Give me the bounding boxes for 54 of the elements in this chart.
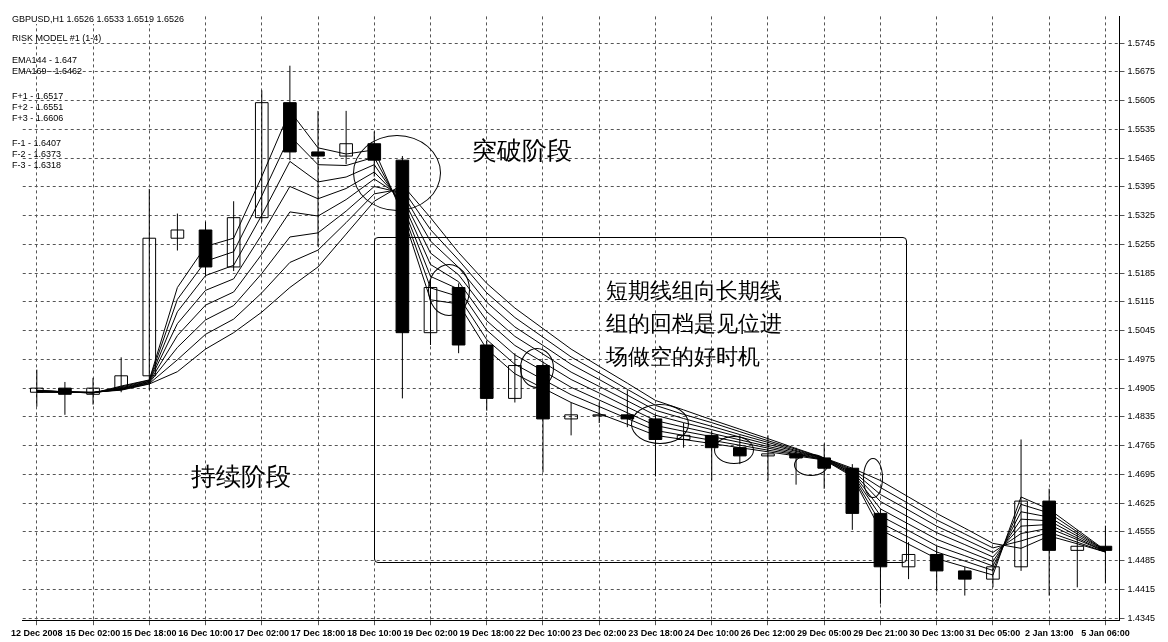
y-tick-label: 1.4345 xyxy=(1127,612,1155,623)
x-tick-label: 19 Dec 18:00 xyxy=(459,628,515,639)
x-tick-label: 18 Dec 10:00 xyxy=(346,628,402,639)
annotation: 持续阶段 xyxy=(191,462,291,492)
y-tick-label: 1.5465 xyxy=(1127,152,1155,163)
y-tick-label: 1.4625 xyxy=(1127,497,1155,508)
annotation: 突破阶段 xyxy=(472,136,572,166)
x-tick-label: 2 Jan 13:00 xyxy=(1024,628,1074,639)
annotation: EMA144 - 1.647 xyxy=(12,55,78,66)
y-tick-label: 1.5745 xyxy=(1127,37,1155,48)
annotation: F+2 - 1.6551 xyxy=(12,102,64,113)
y-tick-label: 1.4975 xyxy=(1127,353,1155,364)
x-tick-label: 17 Dec 02:00 xyxy=(234,628,290,639)
y-tick-label: 1.5115 xyxy=(1127,296,1155,307)
y-tick-label: 1.5185 xyxy=(1127,267,1155,278)
x-tick-label: 23 Dec 02:00 xyxy=(571,628,627,639)
annotation: RISK MODEL #1 (1-4) xyxy=(12,33,102,44)
annotation: F-2 - 1.6373 xyxy=(12,149,62,160)
y-tick-label: 1.4835 xyxy=(1127,411,1155,422)
x-tick-label: 24 Dec 10:00 xyxy=(684,628,739,639)
annotation: F+1 - 1.6517 xyxy=(12,91,64,102)
y-tick-label: 1.5675 xyxy=(1127,66,1155,77)
y-tick-label: 1.4695 xyxy=(1127,468,1155,479)
x-tick-label: 29 Dec 05:00 xyxy=(796,628,852,639)
y-tick-label: 1.4415 xyxy=(1127,583,1155,594)
x-tick-label: 23 Dec 18:00 xyxy=(628,628,683,639)
x-tick-label: 29 Dec 21:00 xyxy=(853,628,908,639)
y-tick-label: 1.5045 xyxy=(1127,325,1155,336)
y-tick-label: 1.5395 xyxy=(1127,181,1155,192)
y-tick-label: 1.5255 xyxy=(1127,238,1155,249)
annotation: F-1 - 1.6407 xyxy=(12,138,62,149)
y-tick-label: 1.4555 xyxy=(1127,526,1155,537)
x-tick-label: 16 Dec 10:00 xyxy=(178,628,233,639)
x-tick-label: 15 Dec 02:00 xyxy=(65,628,121,639)
y-tick-label: 1.5325 xyxy=(1127,210,1155,221)
y-tick-label: 1.4905 xyxy=(1127,382,1155,393)
x-tick-label: 17 Dec 18:00 xyxy=(290,628,346,639)
y-tick-label: 1.4765 xyxy=(1127,440,1155,451)
x-tick-label: 31 Dec 05:00 xyxy=(965,628,1021,639)
y-tick-label: 1.5535 xyxy=(1127,123,1155,134)
x-tick-label: 15 Dec 18:00 xyxy=(122,628,177,639)
x-tick-label: 12 Dec 2008 xyxy=(11,628,63,639)
annotation: F+3 - 1.6606 xyxy=(12,113,64,124)
x-tick-label: 22 Dec 10:00 xyxy=(515,628,571,639)
x-tick-label: 26 Dec 12:00 xyxy=(740,628,796,639)
annotation: EMA169 - 1.6462 xyxy=(12,66,83,77)
x-tick-label: 19 Dec 02:00 xyxy=(403,628,458,639)
x-tick-label: 5 Jan 06:00 xyxy=(1081,628,1130,639)
chart-title: GBPUSD,H1 1.6526 1.6533 1.6519 1.6526 xyxy=(12,14,185,24)
x-tick-label: 30 Dec 13:00 xyxy=(909,628,964,639)
annotation: F-3 - 1.6318 xyxy=(12,160,62,171)
annotation: 短期线组向长期线组的回档是见位进场做空的好时机 xyxy=(606,277,783,371)
y-tick-label: 1.5605 xyxy=(1127,95,1155,106)
y-tick-label: 1.4485 xyxy=(1127,555,1155,566)
